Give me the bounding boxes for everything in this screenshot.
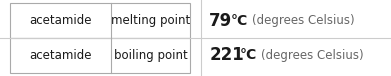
FancyBboxPatch shape (10, 3, 190, 38)
Text: melting point: melting point (111, 14, 190, 27)
FancyBboxPatch shape (10, 38, 190, 73)
Text: (degrees Celsius): (degrees Celsius) (261, 49, 363, 62)
Text: acetamide: acetamide (29, 49, 92, 62)
Text: °C: °C (231, 14, 248, 28)
Text: 221: 221 (209, 47, 244, 64)
Text: boiling point: boiling point (114, 49, 187, 62)
Text: acetamide: acetamide (29, 14, 92, 27)
Text: °C: °C (239, 48, 256, 62)
Text: 79: 79 (209, 12, 232, 29)
Text: (degrees Celsius): (degrees Celsius) (252, 14, 355, 27)
